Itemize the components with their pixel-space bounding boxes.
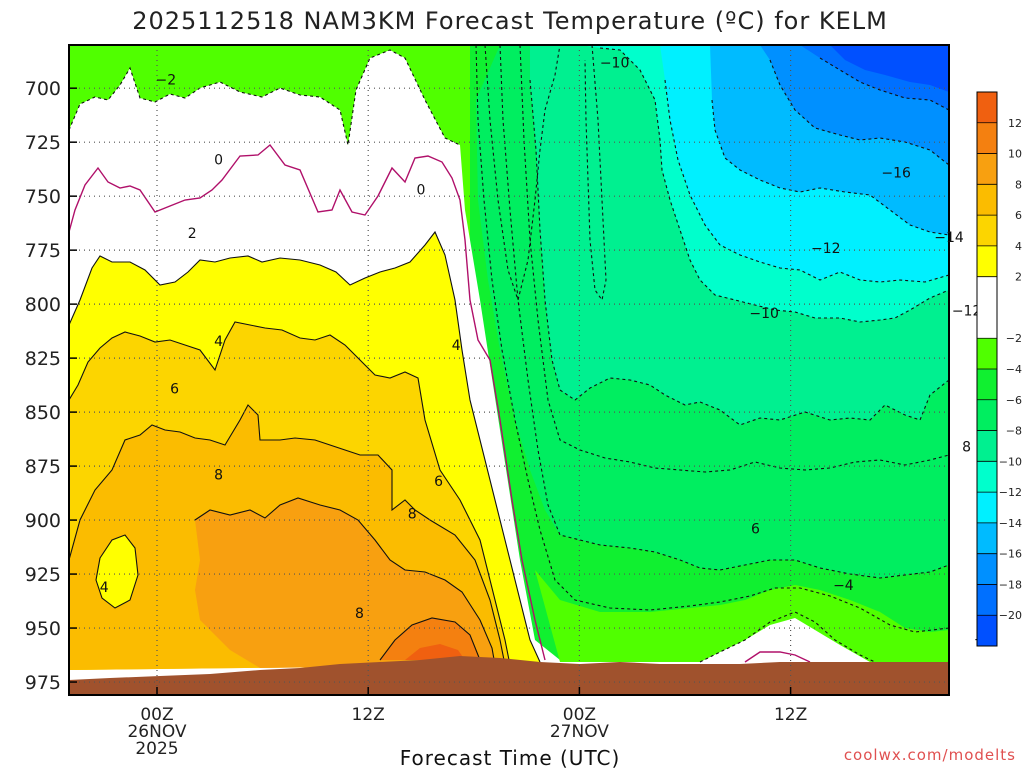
colorbar-swatch bbox=[977, 615, 997, 646]
colorbar-swatch bbox=[977, 184, 997, 215]
contour-label: −2 bbox=[155, 73, 176, 89]
contour-label-text: 6 bbox=[434, 474, 443, 490]
colorbar-swatch bbox=[977, 584, 997, 615]
contour-label-text: 6 bbox=[751, 522, 760, 538]
temperature-field bbox=[69, 45, 949, 700]
chart-title: 2025112518 NAM3KM Forecast Temperature (… bbox=[132, 7, 888, 35]
y-tick-label: 725 bbox=[25, 132, 61, 154]
colorbar-label: −18 bbox=[999, 578, 1022, 591]
y-tick-label: 900 bbox=[25, 510, 61, 532]
y-tick-label: 875 bbox=[25, 456, 61, 478]
colorbar-swatch bbox=[977, 154, 997, 185]
contour-label-text: −2 bbox=[155, 73, 176, 89]
contour-label: 6 bbox=[434, 474, 443, 490]
contour-label: 2 bbox=[188, 226, 197, 242]
contour-label: 0 bbox=[214, 152, 223, 168]
colorbar-swatch bbox=[977, 123, 997, 154]
y-tick-label: 950 bbox=[25, 618, 61, 640]
contour-label-text: −10 bbox=[749, 306, 779, 322]
y-tick-label: 800 bbox=[25, 294, 61, 316]
colorbar-label: −20 bbox=[999, 609, 1022, 622]
contour-label-text: 4 bbox=[214, 334, 223, 350]
colorbar-label: 2 bbox=[1015, 271, 1022, 284]
colorbar-swatch bbox=[977, 369, 997, 400]
x-tick-label: 12Z bbox=[352, 705, 385, 725]
colorbar-label: −10 bbox=[999, 455, 1022, 468]
colorbar-label: 6 bbox=[1015, 209, 1022, 222]
contour-label: −4 bbox=[833, 578, 854, 594]
contour-label: −10 bbox=[600, 55, 630, 71]
y-tick-label: 825 bbox=[25, 348, 61, 370]
contour-label-text: 0 bbox=[417, 183, 426, 199]
colorbar-swatch bbox=[977, 400, 997, 431]
contour-label-text: 8 bbox=[962, 440, 971, 456]
contour-label-text: −12 bbox=[811, 241, 841, 257]
contour-label-text: 8 bbox=[214, 468, 223, 484]
contour-label: 6 bbox=[751, 522, 760, 538]
y-tick-label: 925 bbox=[25, 564, 61, 586]
colorbar-label: −4 bbox=[1006, 363, 1022, 376]
colorbar-label: −6 bbox=[1006, 394, 1022, 407]
contour-label-text: 4 bbox=[452, 338, 461, 354]
colorbar-swatch bbox=[977, 246, 997, 277]
colorbar-label: −8 bbox=[1006, 425, 1022, 438]
contour-label: 4 bbox=[214, 334, 223, 350]
contour-label: 8 bbox=[962, 440, 971, 456]
temperature-cross-section-chart: 2025112518 NAM3KM Forecast Temperature (… bbox=[0, 0, 1024, 768]
contour-label-text: 0 bbox=[214, 152, 223, 168]
contour-label: −14 bbox=[934, 230, 964, 246]
colorbar-label: 4 bbox=[1015, 240, 1022, 253]
x-axis-label: Forecast Time (UTC) bbox=[400, 746, 621, 768]
colorbar-label: 10 bbox=[1008, 148, 1022, 161]
contour-label: 0 bbox=[417, 183, 426, 199]
contour-label: 6 bbox=[170, 381, 179, 397]
contour-label-text: −14 bbox=[934, 230, 964, 246]
contour-label: −10 bbox=[749, 306, 779, 322]
colorbar-swatch bbox=[977, 338, 997, 369]
contour-label: 8 bbox=[355, 606, 364, 622]
colorbar-swatch bbox=[977, 431, 997, 462]
y-tick-label: 700 bbox=[25, 78, 61, 100]
contour-label-text: 8 bbox=[408, 507, 417, 523]
colorbar-label: −2 bbox=[1006, 332, 1022, 345]
colorbar-swatch bbox=[977, 554, 997, 585]
colorbar-label: 12 bbox=[1008, 117, 1022, 130]
colorbar-label: −14 bbox=[999, 517, 1022, 530]
contour-label: 4 bbox=[452, 338, 461, 354]
contour-label: −16 bbox=[881, 165, 911, 181]
colorbar-swatch bbox=[977, 92, 997, 123]
contour-label: 8 bbox=[408, 507, 417, 523]
contour-label: 8 bbox=[214, 468, 223, 484]
colorbar-label: 8 bbox=[1015, 178, 1022, 191]
x-tick-label: 12Z bbox=[774, 705, 807, 725]
x-tick-year: 2025 bbox=[135, 739, 178, 759]
colorbar-label: −12 bbox=[999, 486, 1022, 499]
contour-label-text: −16 bbox=[881, 165, 911, 181]
x-tick-date: 27NOV bbox=[550, 722, 609, 742]
contour-label-text: 6 bbox=[170, 381, 179, 397]
colorbar-swatch bbox=[977, 277, 997, 339]
watermark: coolwx.com/modelts bbox=[844, 746, 1016, 764]
contour-label: −12 bbox=[811, 241, 841, 257]
contour-label-text: −4 bbox=[833, 578, 854, 594]
contour-label-text: −10 bbox=[600, 55, 630, 71]
y-tick-label: 750 bbox=[25, 186, 61, 208]
contour-label-text: 4 bbox=[100, 580, 109, 596]
colorbar-swatch bbox=[977, 523, 997, 554]
y-tick-label: 775 bbox=[25, 240, 61, 262]
y-tick-label: 850 bbox=[25, 402, 61, 424]
colorbar-swatch bbox=[977, 461, 997, 492]
colorbar-label: −16 bbox=[999, 548, 1022, 561]
colorbar: 12 10 8 6 4 2 −2 −4 −6 −8 −10 −12 −14 −16 −18 −20 bbox=[977, 92, 1022, 646]
y-tick-label: 975 bbox=[25, 672, 61, 694]
colorbar-swatch bbox=[977, 215, 997, 246]
contour-label: 4 bbox=[100, 580, 109, 596]
contour-label-text: 8 bbox=[355, 606, 364, 622]
colorbar-swatch bbox=[977, 492, 997, 523]
contour-label-text: 2 bbox=[188, 226, 197, 242]
